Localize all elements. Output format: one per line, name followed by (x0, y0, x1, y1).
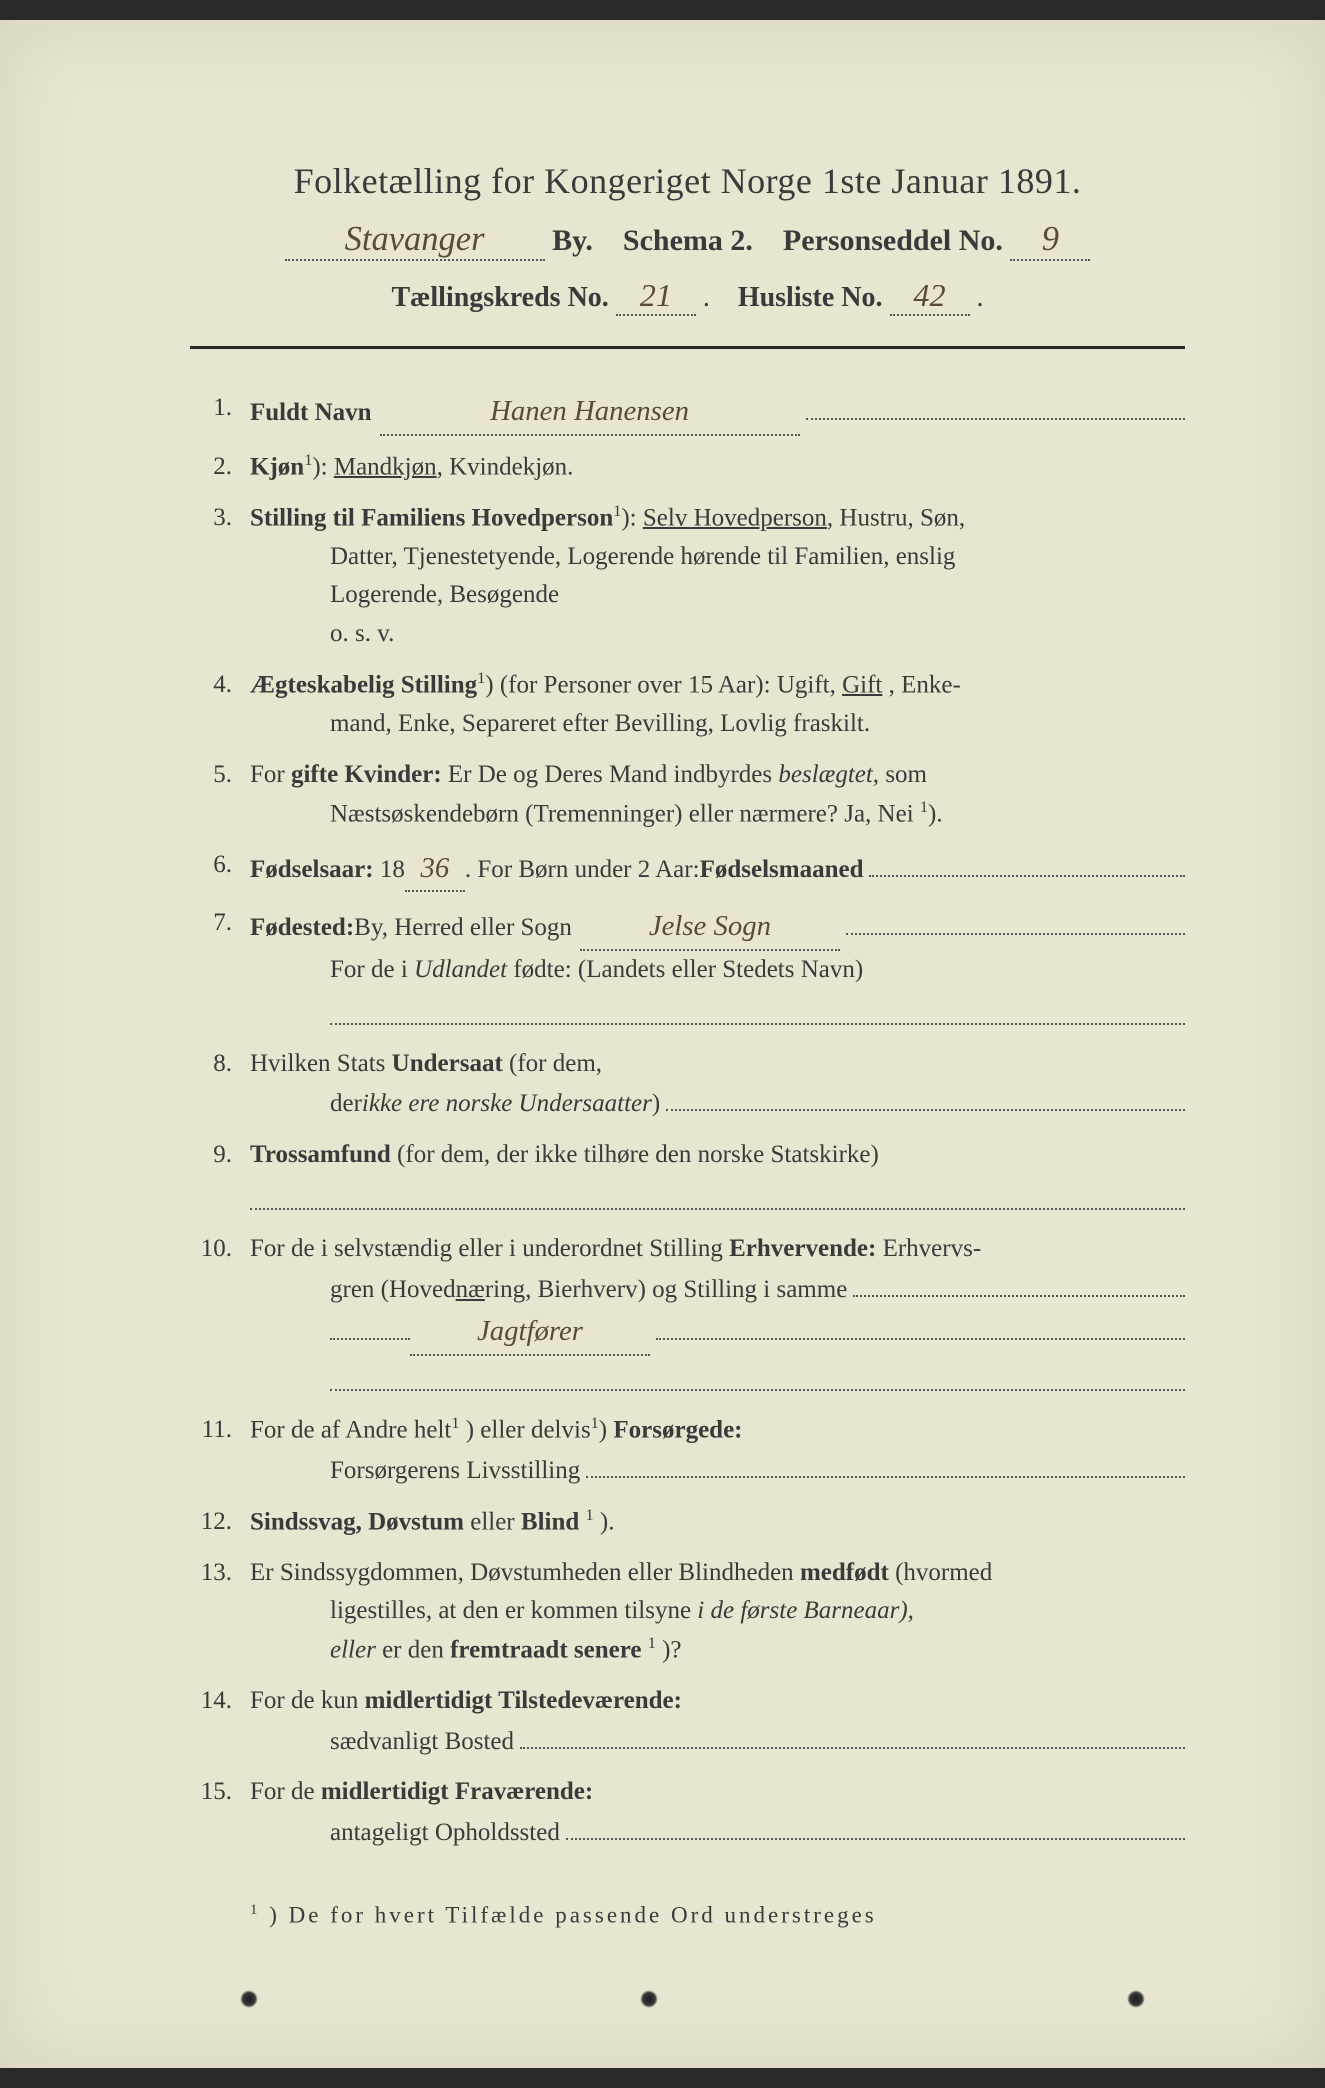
fodselsaar-label: Fødselsaar: (250, 851, 374, 890)
item-number: 7. (190, 904, 250, 1033)
item-number: 12. (190, 1503, 250, 1542)
erhvervende-label: Erhvervende: (729, 1235, 876, 1262)
personseddel-label: Personseddel No. (783, 224, 1003, 257)
kjon-selected: Mandkjøn (334, 453, 437, 480)
item-number: 9. (190, 1136, 250, 1218)
item-number: 13. (190, 1554, 250, 1671)
item-15: 15. For de midlertidigt Fraværende: anta… (190, 1773, 1185, 1852)
header-block: Folketælling for Kongeriget Norge 1ste J… (190, 160, 1185, 316)
item-11: 11. For de af Andre helt1 ) eller delvis… (190, 1411, 1185, 1490)
kreds-label: Tællingskreds No. (391, 282, 608, 313)
census-form-page: Folketælling for Kongeriget Norge 1ste J… (0, 20, 1325, 2068)
item-number: 4. (190, 666, 250, 744)
undersaat-label: Undersaat (392, 1050, 503, 1077)
gifte-label: gifte Kvinder: (291, 761, 442, 788)
birthplace-handwritten: Jelse Sogn (580, 904, 840, 951)
kreds-no-handwritten: 21 (616, 277, 696, 316)
aegte-label: Ægteskabelig Stilling (250, 671, 477, 698)
fuldt-navn-label: Fuldt Navn (250, 394, 372, 433)
medfodt-label: medfødt (800, 1559, 889, 1586)
item-1: 1. Fuldt Navn Hanen Hanensen (190, 389, 1185, 436)
schema-label: Schema 2. (623, 224, 753, 257)
item-number: 15. (190, 1773, 250, 1852)
birthyear-handwritten: 36 (405, 846, 465, 893)
city-handwritten: Stavanger (285, 220, 545, 261)
item-9: 9. Trossamfund (for dem, der ikke tilhør… (190, 1136, 1185, 1218)
aegte-line2: mand, Enke, Separeret efter Bevilling, L… (250, 705, 1185, 744)
item-number: 10. (190, 1230, 250, 1399)
husliste-label: Husliste No. (738, 282, 883, 313)
fodested-label: Fødested: (250, 909, 354, 948)
item-5: 5. For gifte Kvinder: Er De og Deres Man… (190, 756, 1185, 834)
stilling-selected: Selv Hovedperson (643, 504, 827, 531)
item-3: 3. Stilling til Familiens Hovedperson1):… (190, 499, 1185, 654)
kjon-label: Kjøn (250, 453, 304, 480)
item-2: 2. Kjøn1): Mandkjøn, Kvindekjøn. (190, 448, 1185, 487)
item-number: 3. (190, 499, 250, 654)
aegte-selected: Gift (842, 671, 882, 698)
trossamfund-label: Trossamfund (250, 1141, 391, 1168)
aegte-rest: , Enke- (889, 671, 961, 698)
item-number: 6. (190, 846, 250, 893)
item-4: 4. Ægteskabelig Stilling1) (for Personer… (190, 666, 1185, 744)
tilstede-label: midlertidigt Tilstedeværende: (365, 1687, 682, 1714)
name-handwritten: Hanen Hanensen (380, 389, 800, 436)
stilling-line3: Logerende, Besøgende (250, 576, 1185, 615)
fravaer-label: midlertidigt Fraværende: (321, 1778, 593, 1805)
item-14: 14. For de kun midlertidigt Tilstedevære… (190, 1682, 1185, 1761)
husliste-no-handwritten: 42 (890, 277, 970, 316)
item-number: 2. (190, 448, 250, 487)
item-7: 7. Fødested: By, Herred eller Sogn Jelse… (190, 904, 1185, 1033)
item-12: 12. Sindssvag, Døvstum eller Blind 1 ). (190, 1503, 1185, 1542)
by-label: By. (552, 224, 593, 257)
subtitle-line-2: Stavanger By. Schema 2. Personseddel No.… (190, 220, 1185, 261)
item-number: 11. (190, 1411, 250, 1490)
footnote: 1 ) De for hvert Tilfælde passende Ord u… (190, 1902, 1185, 1929)
main-title: Folketælling for Kongeriget Norge 1ste J… (190, 160, 1185, 202)
form-items: 1. Fuldt Navn Hanen Hanensen 2. Kjøn1): … (190, 389, 1185, 1852)
stilling-line2: Datter, Tjenestetyende, Logerende hørend… (250, 538, 1185, 577)
personseddel-no-handwritten: 9 (1010, 220, 1090, 261)
item-6: 6. Fødselsaar: 18 36 . For Børn under 2 … (190, 846, 1185, 893)
subtitle-line-3: Tællingskreds No. 21 document.currentScr… (190, 277, 1185, 316)
binding-hole-icon (640, 1990, 658, 2008)
stilling-label: Stilling til Familiens Hovedperson (250, 504, 613, 531)
item-10: 10. For de i selvstændig eller i underor… (190, 1230, 1185, 1399)
aegte-lead: (for Personer over 15 Aar): Ugift, (500, 671, 842, 698)
item-number: 1. (190, 389, 250, 436)
binding-hole-icon (240, 1990, 258, 2008)
divider-rule (190, 346, 1185, 349)
fodselsmaaned-label: Fødselsmaaned (700, 851, 864, 890)
occupation-handwritten: Jagtfører (410, 1309, 650, 1356)
item-13: 13. Er Sindssygdommen, Døvstumheden elle… (190, 1554, 1185, 1671)
stilling-line4: o. s. v. (250, 615, 1185, 654)
forsorgede-label: Forsørgede: (613, 1417, 742, 1444)
item-8: 8. Hvilken Stats Undersaat (for dem, der… (190, 1045, 1185, 1124)
item-number: 8. (190, 1045, 250, 1124)
binding-hole-icon (1127, 1990, 1145, 2008)
item-number: 14. (190, 1682, 250, 1761)
item-number: 5. (190, 756, 250, 834)
